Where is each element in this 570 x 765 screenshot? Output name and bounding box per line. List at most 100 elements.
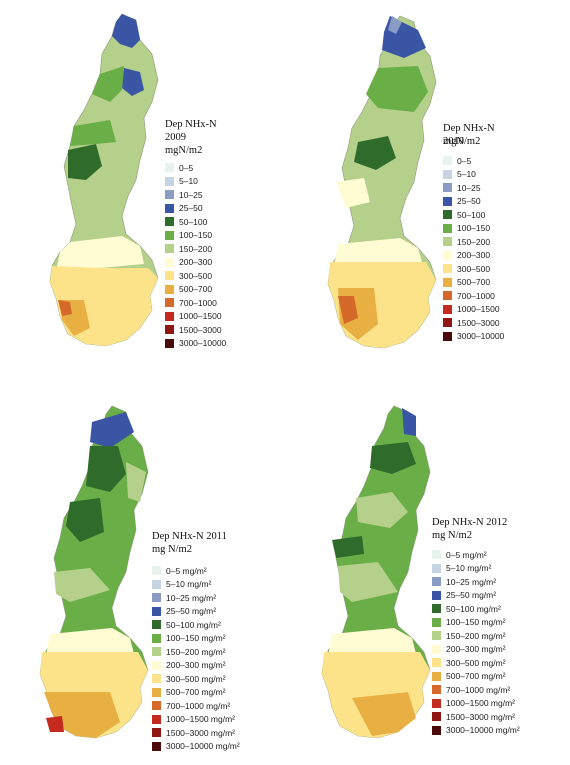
legend-label: 500–700 xyxy=(179,284,213,295)
legend-swatch xyxy=(152,633,161,643)
legend-item: 5–10 mg/m² xyxy=(432,562,520,576)
legend-label: 150–200 mg/m² xyxy=(446,630,506,641)
legend-swatch xyxy=(443,264,452,274)
legend-item: 150–200 mg/m² xyxy=(152,645,240,659)
legend-item: 1000–1500 xyxy=(165,310,226,324)
legend-item: 25–50 mg/m² xyxy=(432,589,520,603)
legend-label: 0–5 xyxy=(179,162,194,173)
legend-item: 500–700 mg/m² xyxy=(152,686,240,700)
legend-item: 500–700 xyxy=(443,276,504,290)
legend-swatch xyxy=(432,685,441,695)
region-east-light xyxy=(126,462,146,502)
sweden-map-2009 xyxy=(49,13,159,347)
legend-item: 50–100 xyxy=(443,208,504,222)
legend-label: 0–5 xyxy=(457,155,472,166)
legend-swatch xyxy=(443,196,452,206)
legend-item: 10–25 mg/m² xyxy=(152,591,240,605)
legend-label: 3000–10000 xyxy=(179,338,227,349)
legend-label: 200–300 xyxy=(457,250,491,261)
legend-item: 200–300 xyxy=(165,256,226,270)
legend-unit: mg N/m2 xyxy=(432,530,472,541)
legend-label: 0–5 mg/m² xyxy=(166,565,207,576)
legend-swatch xyxy=(443,250,452,260)
legend-swatch xyxy=(432,617,441,627)
region-central-yellow xyxy=(336,178,370,208)
region-north-blue xyxy=(402,408,416,436)
legend-item: 150–200 xyxy=(165,242,226,256)
legend-swatch xyxy=(165,190,174,200)
legend-swatch xyxy=(152,579,161,589)
legend-title: Dep NHx-N 2011 xyxy=(152,531,227,542)
legend-item: 1500–3000 mg/m² xyxy=(152,726,240,740)
legend-swatch xyxy=(432,604,441,614)
legend-swatch xyxy=(443,277,452,287)
legend-swatch xyxy=(443,331,452,341)
region-southwest-red xyxy=(338,296,358,324)
legend-swatch xyxy=(165,284,174,294)
legend-swatch xyxy=(152,687,161,697)
legend-swatch xyxy=(152,660,161,670)
legend-item: 1500–3000 xyxy=(443,316,504,330)
legend-item: 1000–1500 mg/m² xyxy=(432,697,520,711)
legend-label: 100–150 xyxy=(457,223,491,234)
legend-label: 200–300 mg/m² xyxy=(166,660,226,671)
legend-swatch xyxy=(165,217,174,227)
legend-swatch xyxy=(152,674,161,684)
legend-item: 0–5 xyxy=(443,154,504,168)
legend-item: 3000–10000 xyxy=(443,330,504,344)
legend-label: 5–10 xyxy=(457,169,476,180)
legend-list: 0–5 5–10 10–25 25–50 50–100 100–150 150–200 200… xyxy=(165,161,226,350)
region-mid-yellow xyxy=(46,628,134,656)
legend-item: 200–300 xyxy=(443,249,504,263)
legend-label: 25–50 mg/m² xyxy=(166,606,217,617)
legend-swatch xyxy=(165,298,174,308)
legend-swatch xyxy=(152,701,161,711)
legend-item: 50–100 xyxy=(165,215,226,229)
region-mid-light xyxy=(338,562,398,602)
region-north-pale-blue xyxy=(388,16,402,34)
legend-item: 300–500 xyxy=(165,269,226,283)
legend-swatch xyxy=(165,338,174,348)
legend-label: 10–25 xyxy=(179,189,203,200)
legend-swatch xyxy=(432,563,441,573)
legend-item: 25–50 xyxy=(443,195,504,209)
legend-item: 1000–1500 xyxy=(443,303,504,317)
legend-item: 150–200 mg/m² xyxy=(432,629,520,643)
legend-swatch xyxy=(432,550,441,560)
legend-swatch xyxy=(432,658,441,668)
legend-item: 1500–3000 xyxy=(165,323,226,337)
legend-unit: mgN/m2 xyxy=(165,145,203,156)
legend-swatch xyxy=(432,590,441,600)
legend-label: 5–10 mg/m² xyxy=(166,579,212,590)
region-north-blue xyxy=(90,412,134,448)
legend-item: 1500–3000 mg/m² xyxy=(432,710,520,724)
legend-label: 10–25 xyxy=(457,182,481,193)
legend-item: 700–1000 xyxy=(165,296,226,310)
legend-item: 0–5 mg/m² xyxy=(152,564,240,578)
legend-list: 0–5 mg/m² 5–10 mg/m² 10–25 mg/m² 25–50 mg/m… xyxy=(432,548,520,737)
legend-label: 300–500 xyxy=(179,270,213,281)
legend-label: 150–200 mg/m² xyxy=(166,646,226,657)
legend-label: 50–100 mg/m² xyxy=(166,619,221,630)
legend-swatch xyxy=(443,318,452,328)
legend-unit: mg N/m2 xyxy=(152,544,192,555)
legend-list: 0–5 5–10 10–25 25–50 50–100 100–150 150–200 200… xyxy=(443,154,504,343)
legend-swatch xyxy=(165,271,174,281)
legend-swatch xyxy=(432,577,441,587)
legend-swatch xyxy=(165,163,174,173)
legend-item: 25–50 xyxy=(165,202,226,216)
legend-item: 500–700 mg/m² xyxy=(432,670,520,684)
region-north-blue-2 xyxy=(122,68,144,96)
legend-item: 0–5 mg/m² xyxy=(432,548,520,562)
legend-swatch xyxy=(443,183,452,193)
legend-swatch xyxy=(432,712,441,722)
region-central-light xyxy=(356,492,408,528)
legend-label: 700–1000 xyxy=(179,297,217,308)
legend-label: 25–50 xyxy=(179,203,203,214)
legend-2011: Dep NHx-N 2011 mg N/m2 0–5 mg/m² 5–10 mg/… xyxy=(152,530,240,753)
legend-label: 150–200 xyxy=(457,236,491,247)
legend-label: 200–300 xyxy=(179,257,213,268)
legend-swatch xyxy=(152,566,161,576)
region-central-dark xyxy=(68,144,102,180)
legend-label: 50–100 xyxy=(179,216,208,227)
